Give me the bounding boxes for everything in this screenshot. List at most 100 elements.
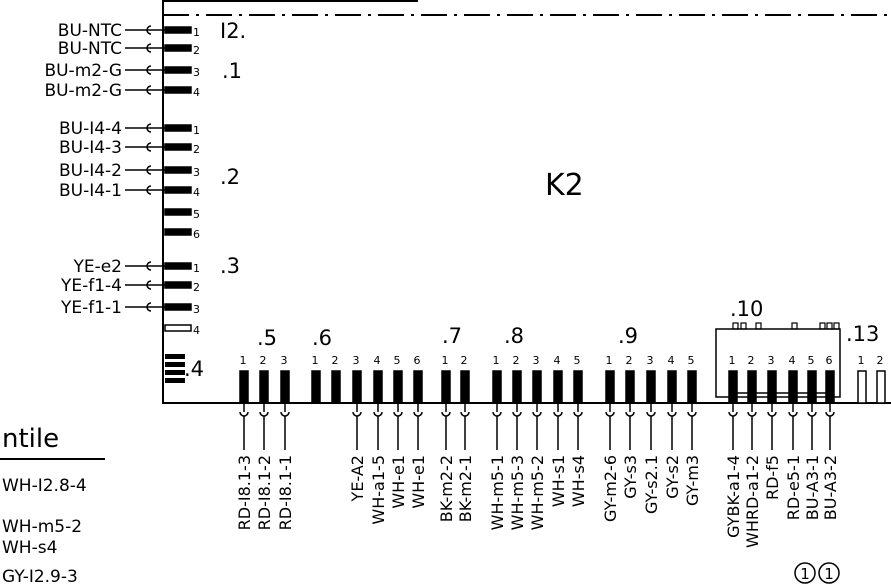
- side-panel-line: GY-I2.9-3: [2, 567, 78, 584]
- pin-number: 3: [768, 354, 775, 367]
- wire-label: BK-m2-2: [437, 455, 456, 522]
- group-number: .6: [312, 326, 332, 350]
- pin-number: 1: [240, 354, 247, 367]
- pin-number: 3: [533, 354, 540, 367]
- wire-label: YE-A2: [348, 455, 367, 502]
- pin-number: 6: [826, 354, 833, 367]
- group-number: .1: [222, 59, 242, 83]
- connector-cup: [767, 411, 777, 417]
- pin-number: 2: [193, 281, 200, 294]
- wire-label: BU-I4-2: [59, 161, 122, 181]
- pin-number: 2: [260, 354, 267, 367]
- wire-label: YE-e2: [72, 257, 122, 277]
- pin-bar: [646, 370, 656, 404]
- group-number: .13: [846, 322, 879, 346]
- pin-bar: [164, 166, 192, 174]
- connector-cup: [441, 411, 451, 417]
- pin-number: 4: [193, 186, 200, 199]
- pin-bar: [311, 370, 321, 404]
- wire-label: GY-m2-6: [601, 455, 620, 522]
- wire-label: WH-m5-1: [488, 455, 507, 530]
- circle-mark: [818, 562, 840, 584]
- wire-label: YE-f1-1: [60, 298, 122, 318]
- connector-cup: [573, 411, 583, 417]
- connector-cup: [492, 411, 502, 417]
- pin-bar: [164, 86, 192, 94]
- connector-cup: [239, 411, 249, 417]
- pin-bar: [857, 370, 867, 404]
- pin-number: 1: [858, 354, 865, 367]
- left-connectors: .1 1 BU-NTC 2 BU-NTC 3 BU-m2-G 4 BU-m2-G .2 1 BU-I4…: [44, 21, 242, 383]
- wire-label: YE-f1-4: [60, 276, 122, 296]
- connector-cup: [605, 411, 615, 417]
- pin-number: 5: [574, 354, 581, 367]
- wire-label: RD-f5: [763, 455, 782, 500]
- wire-label: GY-s2.1: [642, 455, 661, 514]
- pin-bar: [165, 362, 185, 367]
- group-number: .4: [184, 357, 204, 381]
- connector-cup: [553, 411, 563, 417]
- pin-bar: [492, 370, 502, 404]
- pin-number: 1: [729, 354, 736, 367]
- pin-number: 2: [748, 354, 755, 367]
- pin-number: 3: [193, 303, 200, 316]
- pin-bar: [876, 370, 886, 404]
- component-label: K2: [545, 168, 584, 203]
- pin-number: 4: [193, 86, 200, 99]
- connector-cup: [825, 411, 835, 417]
- wire-label: BU-I4-1: [59, 181, 122, 201]
- connector-cup: [728, 411, 738, 417]
- latch-notch: [740, 322, 747, 330]
- pin-bar: [532, 370, 542, 404]
- connector-cup: [413, 411, 423, 417]
- wire-label: BU-A3-2: [821, 455, 840, 520]
- pin-bar: [807, 370, 817, 404]
- pin-bar: [788, 370, 798, 404]
- pin-bar: [164, 143, 192, 151]
- wire-label: RD-e5-1: [784, 455, 803, 520]
- wire-label: RD-I8.1-1: [276, 455, 295, 530]
- pin-number: 2: [193, 143, 200, 156]
- pin-bar: [625, 370, 635, 404]
- connector-cup: [259, 411, 269, 417]
- pin-bar: [825, 370, 835, 404]
- latch-notch: [826, 322, 833, 330]
- pin-number: 1: [193, 124, 200, 137]
- pin-bar: [164, 228, 192, 236]
- pin-bar: [667, 370, 677, 404]
- wire-label: GY-s3: [621, 455, 640, 499]
- wire-label: BK-m2-1: [456, 455, 475, 522]
- pin-number: 4: [789, 354, 796, 367]
- group-number: .2: [220, 165, 240, 189]
- pin-bar: [331, 370, 341, 404]
- latch-notch: [819, 322, 826, 330]
- pin-number: 4: [668, 354, 675, 367]
- pin-number: 5: [688, 354, 695, 367]
- wire-label: WH-m5-3: [508, 455, 527, 530]
- pin-number: 1: [312, 354, 319, 367]
- latch-notch: [833, 322, 840, 330]
- pin-bar: [165, 370, 185, 375]
- pin-bar: [460, 370, 470, 404]
- group-number: .5: [257, 326, 277, 350]
- pin-number: 2: [193, 44, 200, 57]
- group-number: .8: [504, 324, 524, 348]
- wire-label: WH-s1: [549, 455, 568, 507]
- circle-mark-label: 1: [800, 565, 810, 583]
- wire-label: BU-I4-3: [59, 138, 122, 158]
- pin-number: 2: [513, 354, 520, 367]
- wire-label: BU-m2-G: [44, 81, 122, 101]
- latch-notch: [732, 322, 739, 330]
- connector-cup: [393, 411, 403, 417]
- wire-label: WH-m5-2: [528, 455, 547, 530]
- wire-label: BU-NTC: [58, 21, 122, 41]
- connector-cup: [532, 411, 542, 417]
- pin-bar: [165, 354, 185, 359]
- pin-number: 6: [193, 228, 200, 241]
- pin-bar: [164, 303, 192, 311]
- pin-number: 1: [193, 262, 200, 275]
- connector-cup: [460, 411, 470, 417]
- connector-cup: [667, 411, 677, 417]
- pin-bar: [687, 370, 697, 404]
- pin-bar: [164, 66, 192, 74]
